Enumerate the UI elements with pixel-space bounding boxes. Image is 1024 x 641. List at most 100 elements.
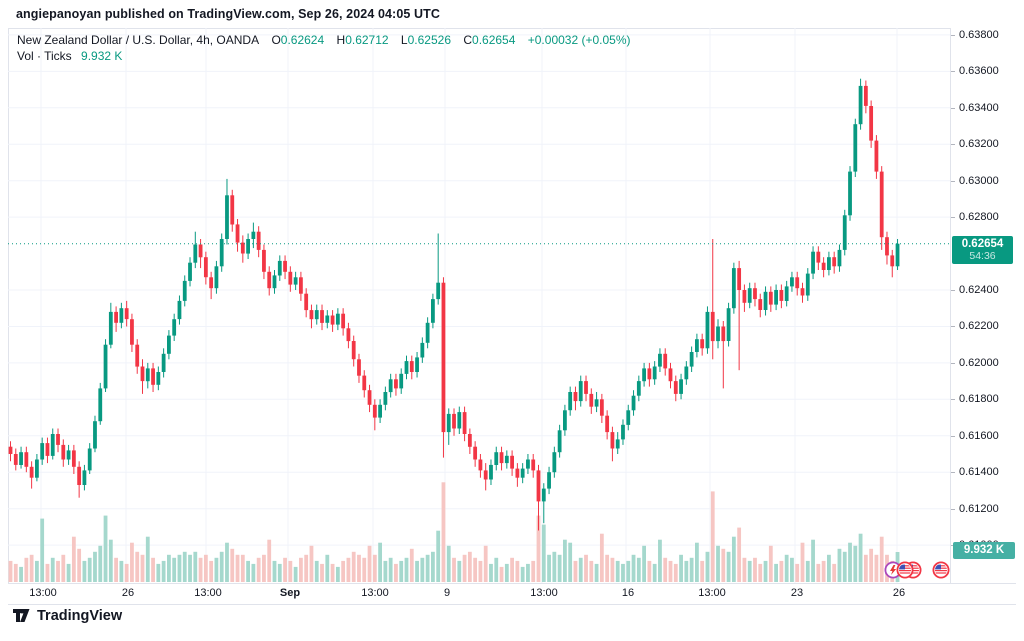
volume-bar <box>309 545 314 582</box>
volume-bar <box>362 557 367 582</box>
volume-bar <box>531 560 536 582</box>
time-axis-label: 13:00 <box>361 587 389 599</box>
volume-bar <box>114 557 118 582</box>
volume-bar <box>82 560 87 582</box>
price-axis-label: 0.63400 <box>959 102 999 114</box>
price-axis-tick <box>951 290 955 291</box>
price-axis-label: 0.61400 <box>959 466 999 478</box>
volume-bar <box>98 545 103 582</box>
candle-body <box>283 260 287 272</box>
volume-bar <box>35 560 39 582</box>
us-flag-marker-icon[interactable] <box>932 561 950 579</box>
price-axis-label: 0.63200 <box>959 138 999 150</box>
candle-body <box>526 459 530 469</box>
candle-body <box>663 353 668 369</box>
price-axis-label: 0.62200 <box>959 320 999 332</box>
candlestick-plot[interactable] <box>8 28 950 583</box>
price-axis-tick <box>951 71 955 72</box>
candle-body <box>130 319 134 345</box>
candle-body <box>848 171 852 216</box>
time-axis-label: 13:00 <box>29 587 57 599</box>
volume-value: 9.932 K <box>81 49 123 63</box>
volume-bar <box>8 560 13 582</box>
volume-bar <box>415 560 419 582</box>
price-axis[interactable]: 0.63800 0.63600 0.63400 0.63200 0.63000 0.628… <box>950 28 1024 583</box>
volume-bar <box>193 551 198 582</box>
price-axis-label: 0.61800 <box>959 393 999 405</box>
candle-body <box>774 290 778 305</box>
candle-body <box>452 413 456 429</box>
candle-body <box>288 271 293 285</box>
volume-bar <box>842 551 847 582</box>
candle-body <box>436 282 441 300</box>
last-volume-label: 9.932 K <box>953 542 1015 559</box>
candle-body <box>642 368 646 382</box>
volume-bar <box>151 557 155 582</box>
candle-body <box>13 454 18 465</box>
time-axis-label: 13:00 <box>530 587 558 599</box>
volume-bar <box>499 566 504 582</box>
candle-body <box>621 424 625 440</box>
time-axis[interactable]: 13:00 26 13:00 Sep 13:00 9 13:00 16 13:00 23 26 <box>8 583 950 604</box>
volume-bar <box>404 557 409 582</box>
volume-bar <box>821 560 826 582</box>
us-flag-marker-icon[interactable] <box>896 561 914 579</box>
candle-body <box>156 372 161 385</box>
candle-body <box>510 455 514 469</box>
candle-body <box>399 373 404 389</box>
time-axis-label: 26 <box>892 587 906 599</box>
candle-body <box>431 299 435 323</box>
volume-bar <box>768 545 773 582</box>
volume-bar <box>320 563 324 582</box>
price-axis-label: 0.63600 <box>959 65 999 77</box>
time-axis-label: 13:00 <box>194 587 222 599</box>
volume-bar <box>124 563 129 582</box>
volume-bar <box>700 560 705 582</box>
volume-bar <box>589 560 594 582</box>
volume-bar <box>219 551 224 582</box>
candle-body <box>784 286 789 301</box>
bar-countdown: 54:36 <box>969 250 996 262</box>
volume-bar <box>156 563 161 582</box>
volume-bar <box>188 554 192 582</box>
candle-body <box>172 319 177 336</box>
candle-body <box>346 328 351 342</box>
symbol-legend[interactable]: New Zealand Dollar / U.S. Dollar, 4h, OA… <box>17 33 631 47</box>
volume-bar <box>93 551 97 582</box>
candle-body <box>832 257 837 267</box>
ohlc-close: C0.62654 <box>463 33 516 47</box>
footer-brand[interactable]: TradingView <box>12 606 122 625</box>
volume-bar <box>140 554 145 582</box>
volume-bar <box>267 539 272 582</box>
candle-body <box>515 468 520 478</box>
candle-body <box>66 450 71 460</box>
candle-body <box>293 277 298 285</box>
candle-body <box>309 310 314 320</box>
volume-bar <box>467 551 472 582</box>
ohlc-low: L0.62526 <box>400 33 451 47</box>
candle-body <box>50 434 55 456</box>
candle-body <box>716 326 720 342</box>
volume-bar <box>858 533 863 582</box>
candle-body <box>679 379 683 394</box>
volume-bar <box>473 557 478 582</box>
volume-bar <box>605 554 610 582</box>
volume-bar <box>504 563 509 582</box>
volume-bar <box>573 560 578 582</box>
volume-bar <box>351 551 356 582</box>
candle-body <box>251 231 256 239</box>
candle-body <box>879 171 884 238</box>
candle-body <box>341 313 346 329</box>
candle-body <box>24 452 29 467</box>
volume-bar <box>246 560 250 582</box>
candle-body <box>589 393 594 407</box>
candle-body <box>885 237 889 256</box>
volume-bar <box>24 557 29 582</box>
candle-body <box>869 106 874 141</box>
volume-bar <box>446 545 451 582</box>
candle-body <box>726 308 731 341</box>
volume-bar <box>182 551 187 582</box>
volume-legend[interactable]: Vol · Ticks 9.932 K <box>17 49 122 63</box>
time-axis-label: Sep <box>279 587 301 599</box>
price-axis-tick <box>951 472 955 473</box>
